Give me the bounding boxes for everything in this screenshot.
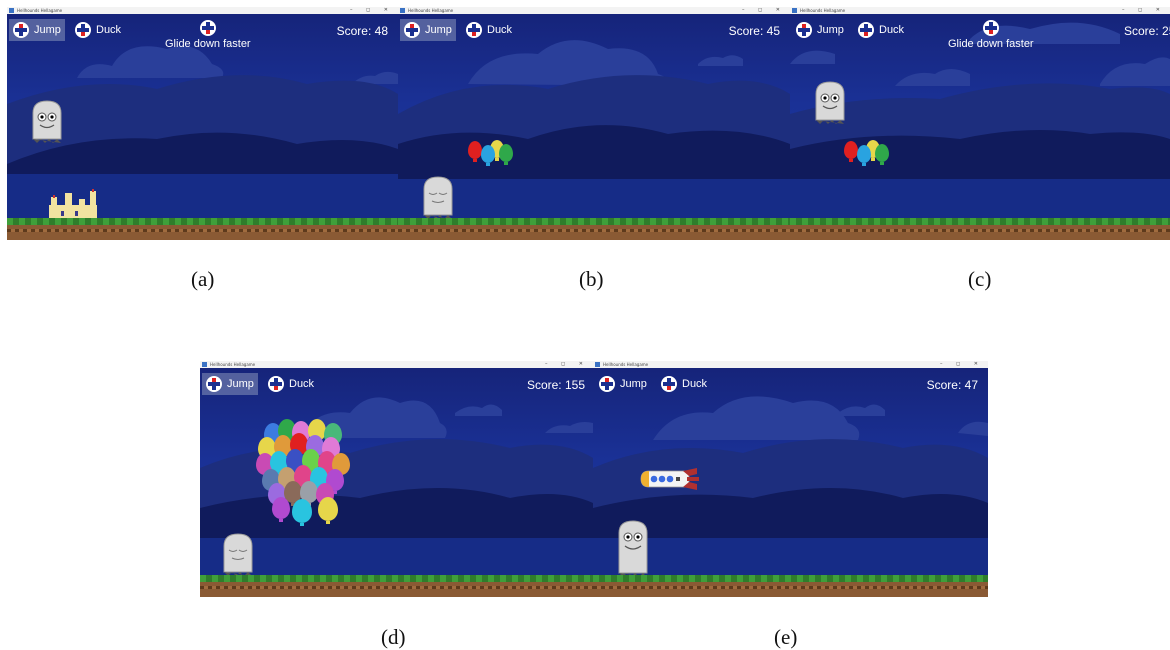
background-scenery [398, 40, 790, 240]
duck-label: Duck [682, 378, 708, 390]
dpad-icon [13, 22, 29, 38]
caption-d: (d) [381, 625, 406, 649]
jump-button[interactable]: Jump [202, 373, 258, 395]
ghost-player-jumping [618, 520, 648, 577]
window-controls[interactable]: – ◻ ✕ [544, 361, 589, 367]
glide-hint-text: Glide down faster [948, 38, 1034, 50]
duck-button[interactable]: Duck [657, 373, 711, 395]
dpad-icon [599, 376, 615, 392]
duck-label: Duck [96, 24, 122, 36]
game-window-e: Hellhounds Hellagame – ◻ ✕ Jump Duck Sco… [593, 361, 988, 597]
jump-label: Jump [620, 378, 647, 390]
hud: Jump Duck Score: 45 [398, 14, 790, 44]
app-icon [792, 8, 797, 13]
jump-button[interactable]: Jump [595, 373, 651, 395]
jump-label: Jump [227, 378, 254, 390]
game-window-c: Hellhounds Hellagame – ◻ ✕ Jump Duck Sco… [790, 7, 1170, 240]
ground [398, 218, 790, 240]
jump-button[interactable]: Jump [400, 19, 456, 41]
rocket-obstacle [640, 468, 699, 490]
ghost-player-ducking [223, 533, 253, 576]
dpad-icon [858, 22, 874, 38]
dpad-icon [796, 22, 812, 38]
dpad-icon [206, 376, 222, 392]
window-title: Hellhounds Hellagame [17, 8, 63, 13]
score-display: Score: 155 [526, 378, 585, 392]
caption-b: (b) [579, 267, 604, 291]
hud: Jump Duck Score: 155 [200, 368, 593, 398]
ground [200, 575, 593, 597]
score-display: Score: 253 [1124, 24, 1170, 38]
dpad-icon [268, 376, 284, 392]
hud: Jump Duck Score: 253 Glide down faster [790, 14, 1170, 50]
duck-button[interactable]: Duck [854, 19, 908, 41]
dpad-icon [466, 22, 482, 38]
score-display: Score: 47 [926, 378, 978, 392]
window-titlebar: Hellhounds Hellagame – ◻ ✕ [7, 7, 398, 14]
window-titlebar: Hellhounds Hellagame – ◻ ✕ [398, 7, 790, 14]
score-display: Score: 45 [728, 24, 780, 38]
ground [7, 218, 398, 240]
glide-hint: Glide down faster [165, 20, 251, 50]
score-display: Score: 48 [336, 24, 388, 38]
window-titlebar: Hellhounds Hellagame – ◻ ✕ [790, 7, 1170, 14]
game-window-b: Hellhounds Hellagame – ◻ ✕ Jump Duck Sco… [398, 7, 790, 240]
caption-a: (a) [191, 267, 215, 291]
duck-button[interactable]: Duck [71, 19, 125, 41]
sky-background [398, 14, 790, 240]
balloon-green [499, 144, 513, 162]
caption-e: (e) [774, 625, 798, 649]
window-titlebar: Hellhounds Hellagame – ◻ ✕ [593, 361, 988, 368]
balloon-red [468, 141, 482, 159]
window-controls[interactable]: – ◻ ✕ [349, 7, 394, 13]
balloon-red [844, 141, 858, 159]
dpad-icon [404, 22, 420, 38]
glide-hint-text: Glide down faster [165, 38, 251, 50]
duck-label: Duck [289, 378, 315, 390]
balloon-blue [481, 145, 495, 163]
window-controls[interactable]: – ◻ ✕ [1121, 7, 1166, 13]
dpad-icon [75, 22, 91, 38]
app-icon [595, 362, 600, 367]
hud: Jump Duck Score: 47 [593, 368, 988, 398]
jump-label: Jump [817, 24, 844, 36]
dpad-icon [199, 20, 216, 36]
hud: Jump Duck Score: 48 Glide down faster [7, 14, 398, 50]
window-titlebar: Hellhounds Hellagame – ◻ ✕ [200, 361, 593, 368]
app-icon [9, 8, 14, 13]
jump-button[interactable]: Jump [792, 19, 848, 41]
jump-label: Jump [425, 24, 452, 36]
window-title: Hellhounds Hellagame [408, 8, 454, 13]
balloon-blue [857, 145, 871, 163]
caption-c: (c) [968, 267, 992, 291]
castle-obstacle [49, 189, 97, 219]
duck-label: Duck [879, 24, 905, 36]
window-controls[interactable]: – ◻ ✕ [939, 361, 984, 367]
dpad-icon [661, 376, 677, 392]
sky-background [593, 368, 988, 597]
jump-label: Jump [34, 24, 61, 36]
balloon-green [875, 144, 889, 162]
ghost-player [815, 81, 845, 124]
duck-label: Duck [487, 24, 513, 36]
ghost-player [32, 100, 62, 143]
balloon-cluster [256, 419, 356, 527]
ground [593, 575, 988, 597]
window-controls[interactable]: – ◻ ✕ [741, 7, 786, 13]
window-title: Hellhounds Hellagame [603, 362, 649, 367]
window-title: Hellhounds Hellagame [210, 362, 256, 367]
app-icon [202, 362, 207, 367]
duck-button[interactable]: Duck [264, 373, 318, 395]
window-title: Hellhounds Hellagame [800, 8, 846, 13]
dpad-icon [982, 20, 999, 36]
glide-hint: Glide down faster [948, 20, 1034, 50]
jump-button[interactable]: Jump [9, 19, 65, 41]
duck-button[interactable]: Duck [462, 19, 516, 41]
ghost-player-ducking [423, 176, 453, 219]
ground [790, 218, 1170, 240]
game-window-a: Hellhounds Hellagame – ◻ ✕ Jump Duck Sco… [7, 7, 398, 240]
app-icon [400, 8, 405, 13]
game-window-d: Hellhounds Hellagame – ◻ ✕ Jump Duck Sco… [200, 361, 593, 597]
